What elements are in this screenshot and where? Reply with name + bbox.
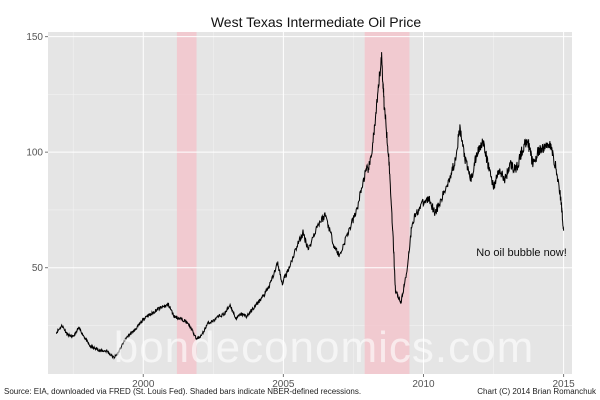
y-tick-label: 50 — [32, 263, 44, 274]
watermark: bondeconomics.com — [114, 323, 535, 372]
x-axis: 2000 2005 2010 2015 — [132, 374, 575, 390]
recession-band — [364, 32, 410, 374]
y-axis: 50 100 150 — [26, 32, 48, 274]
x-tick-label: 2010 — [412, 379, 435, 390]
source-note: Source: EIA, downloaded via FRED (St. Lo… — [4, 387, 361, 396]
x-tick-label: 2000 — [132, 379, 155, 390]
annotation-no-oil-bubble: No oil bubble now! — [476, 247, 567, 259]
oil-price-line — [55, 52, 565, 360]
chart-title: West Texas Intermediate Oil Price — [211, 14, 422, 30]
recession-band — [176, 32, 197, 374]
y-tick-label: 100 — [26, 148, 43, 159]
y-tick-label: 150 — [26, 32, 43, 43]
x-tick-label: 2005 — [272, 379, 295, 390]
x-tick-label: 2015 — [552, 379, 575, 390]
recession-bands — [176, 32, 410, 374]
credit-note: Chart (C) 2014 Brian Romanchuk — [477, 387, 597, 396]
grid-minor — [48, 32, 572, 374]
plot-panel — [48, 32, 572, 374]
